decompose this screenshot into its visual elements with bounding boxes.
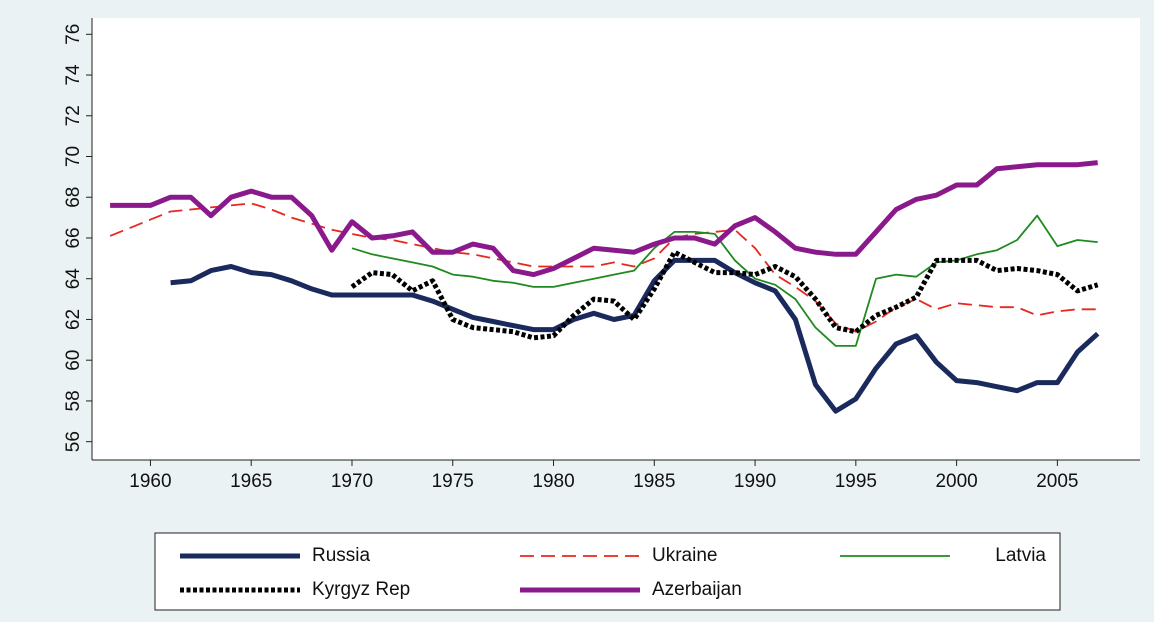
legend-box — [154, 532, 1061, 611]
legend-label: Azerbaijan — [652, 579, 742, 600]
y-tick-label: 70 — [63, 146, 84, 167]
legend-label: Latvia — [995, 545, 1046, 566]
y-tick-label: 56 — [63, 431, 84, 452]
plot-area — [92, 18, 1140, 460]
y-tick-label: 68 — [63, 187, 84, 208]
x-tick-label: 1975 — [432, 471, 474, 492]
x-tick-label: 1990 — [734, 471, 776, 492]
series-line — [351, 214, 1098, 347]
series-line — [109, 202, 1098, 333]
x-tick-label: 1965 — [230, 471, 272, 492]
y-tick-label: 58 — [63, 390, 84, 411]
x-tick-label: 2005 — [1036, 471, 1078, 492]
legend-label: Ukraine — [652, 545, 717, 566]
legend-label: Russia — [312, 545, 371, 566]
x-tick-label: 1995 — [835, 471, 877, 492]
y-tick-label: 72 — [63, 105, 84, 126]
y-tick-label: 62 — [63, 309, 84, 330]
y-tick-label: 66 — [63, 227, 84, 248]
x-tick-label: 1980 — [532, 471, 574, 492]
x-tick-label: 2000 — [935, 471, 977, 492]
x-tick-label: 1960 — [129, 471, 171, 492]
y-tick-label: 74 — [63, 64, 84, 86]
x-tick-label: 1985 — [633, 471, 675, 492]
series-line — [110, 160, 1098, 278]
x-tick-label: 1970 — [331, 471, 373, 492]
y-tick-label: 76 — [63, 24, 84, 45]
y-tick-label: 60 — [63, 350, 84, 371]
y-tick-label: 64 — [63, 268, 84, 290]
series-line — [350, 249, 1099, 341]
legend-label: Kyrgyz Rep — [312, 579, 410, 600]
